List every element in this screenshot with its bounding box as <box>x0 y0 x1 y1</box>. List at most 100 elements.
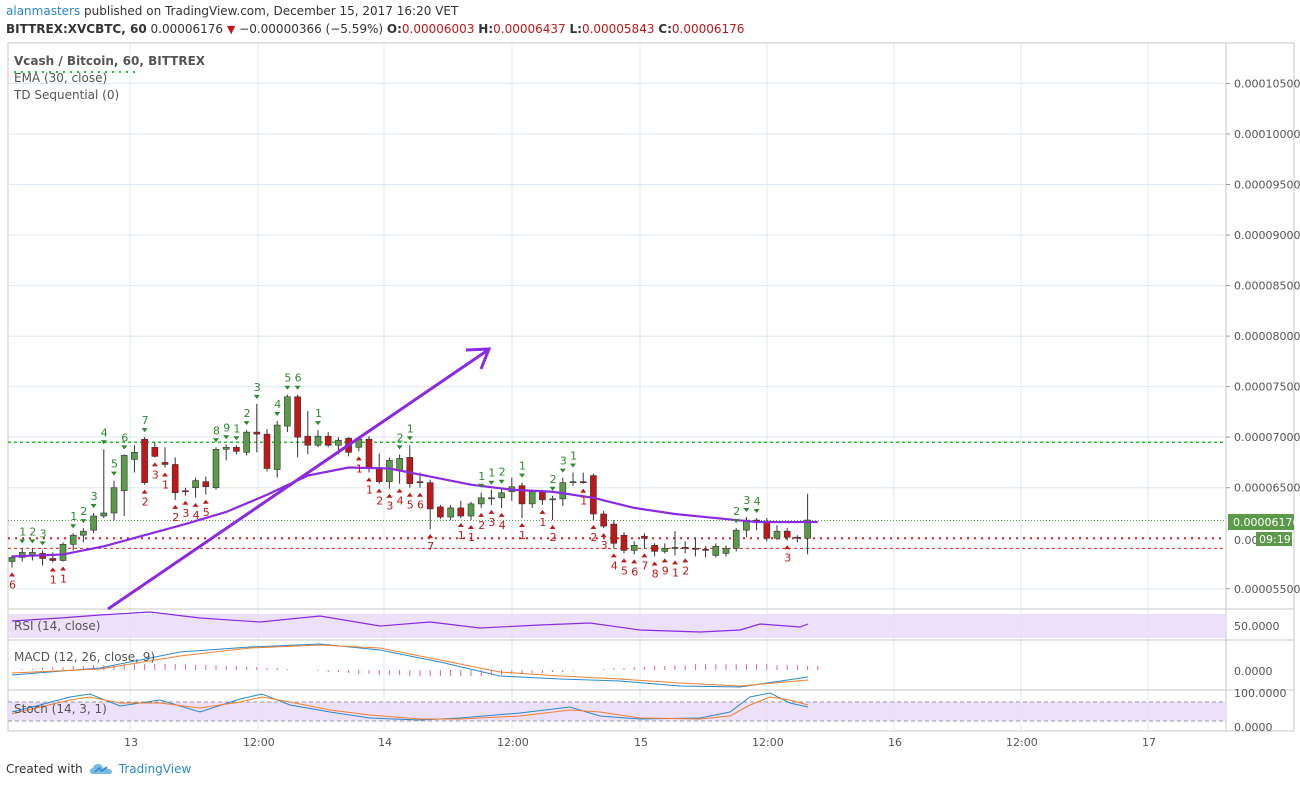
price-change: −0.00000366 (−5.59%) <box>239 22 384 36</box>
candle-body <box>661 548 669 552</box>
td-sell-count: 3 <box>91 490 98 503</box>
partial-price-text: 0.00 <box>1234 534 1259 547</box>
td-sell-arrow <box>274 412 281 417</box>
candle-body <box>783 530 791 538</box>
candlestick-series[interactable] <box>8 394 811 568</box>
price-tick-label: 0.00006500 <box>1234 482 1300 495</box>
candle-body <box>365 438 373 468</box>
candle-body <box>314 435 322 446</box>
td-buy-count: 5 <box>407 499 414 512</box>
td-sell-arrow <box>498 479 505 484</box>
td-buy-arrow <box>549 525 556 530</box>
footer: Created with TradingView <box>6 762 191 776</box>
macd-line <box>11 643 809 688</box>
candle-body <box>426 482 434 510</box>
candle-body <box>763 520 771 539</box>
countdown-tag <box>1256 532 1292 546</box>
td-buy-count: 3 <box>601 539 608 552</box>
candle-body <box>416 481 424 483</box>
ema-line <box>11 466 818 558</box>
td-buy-count: 1 <box>162 479 169 492</box>
td-sell-arrow <box>549 486 556 491</box>
candle-body <box>681 547 689 549</box>
horizontal-levels <box>8 71 1226 549</box>
time-tick-label: 14 <box>378 736 392 749</box>
td-buy-arrow <box>376 488 383 493</box>
tradingview-cloud-icon <box>89 764 112 774</box>
candle-body <box>284 396 291 427</box>
candle-body <box>294 396 301 438</box>
open-label: O: <box>386 22 402 36</box>
price-tick-label: 0.00010000 <box>1234 128 1300 141</box>
td-buy-arrow <box>468 525 474 530</box>
trend-arrow[interactable] <box>107 347 492 611</box>
candle-body <box>773 530 781 539</box>
td-sell-count: 2 <box>733 505 740 518</box>
td-buy-arrow <box>672 560 678 565</box>
td-buy-arrow <box>610 553 617 558</box>
candle-body <box>671 547 679 549</box>
td-sell-arrow <box>233 436 240 441</box>
candle-body <box>518 485 526 505</box>
close-value: 0.00006176 <box>671 22 745 36</box>
td-buy-arrow <box>682 558 689 563</box>
candle-body <box>651 545 658 552</box>
rsi-axis-label: 50.0000 <box>1234 620 1280 633</box>
td-sell-arrow <box>315 421 321 426</box>
candle-body <box>498 492 505 499</box>
candle-body <box>712 546 720 556</box>
candle-body <box>120 455 128 492</box>
td-buy-count: 1 <box>672 566 679 579</box>
candle-body <box>161 462 169 465</box>
td-sell-count: 1 <box>488 467 495 480</box>
candle-body <box>641 535 648 539</box>
candle-body <box>569 481 577 483</box>
td-sell-arrow <box>121 445 128 450</box>
td-buy-arrow <box>661 558 668 563</box>
td-sell-count: 1 <box>19 525 26 538</box>
td-buy-count: 3 <box>784 551 791 564</box>
td-buy-count: 6 <box>9 579 16 592</box>
td-sell-count: 4 <box>754 495 761 508</box>
author-link[interactable]: alanmasters <box>6 4 81 18</box>
td-sell-count: 5 <box>111 458 118 471</box>
td-buy-count: 4 <box>397 495 404 508</box>
candle-body <box>202 481 210 488</box>
rsi-line <box>11 611 809 633</box>
rsi-label[interactable]: RSI (14, close) <box>14 619 100 633</box>
stoch-label[interactable]: Stoch (14, 3, 1) <box>14 702 107 716</box>
macd-signal-line <box>11 644 809 687</box>
candle-body <box>722 548 730 554</box>
candle-body <box>630 545 638 551</box>
axes: 13 12:00 14 12:00 15 12:00 16 12:00 170.00010500… <box>124 77 1300 749</box>
candle-body <box>324 435 332 446</box>
td-sell-arrow <box>141 428 148 433</box>
td-buy-count: 5 <box>203 506 210 519</box>
td-sell-count: 3 <box>743 494 750 507</box>
indicator-panels <box>8 611 1226 722</box>
td-buy-count: 1 <box>580 495 587 508</box>
td-buy-count: 3 <box>152 468 159 481</box>
candle-body <box>304 435 312 446</box>
td-buy-arrow <box>202 499 209 504</box>
td-sell-arrow <box>243 421 250 426</box>
candle-body <box>539 491 546 501</box>
macd-label[interactable]: MACD (12, 26, close, 9) <box>14 650 155 664</box>
rsi-band <box>8 614 1226 638</box>
countdown-text: 09:19 <box>1259 533 1291 546</box>
stoch-axis-top: 100.0000 <box>1234 687 1287 700</box>
td-sell-arrow <box>29 539 36 544</box>
td-buy-arrow <box>366 477 372 482</box>
td-buy-count: 2 <box>550 531 557 544</box>
price-tick-label: 0.00005500 <box>1234 583 1300 596</box>
td-buy-count: 9 <box>662 564 669 577</box>
td-buy-arrow <box>141 489 148 494</box>
td-buy-count: 1 <box>356 462 363 475</box>
td-sell-count: 2 <box>499 466 506 479</box>
legend-ema[interactable]: EMA (30, close) <box>14 71 107 85</box>
td-buy-count: 1 <box>50 574 57 587</box>
legend-td[interactable]: TD Sequential (0) <box>13 88 119 102</box>
candle-body <box>457 507 465 517</box>
tradingview-link[interactable]: TradingView <box>118 762 192 776</box>
